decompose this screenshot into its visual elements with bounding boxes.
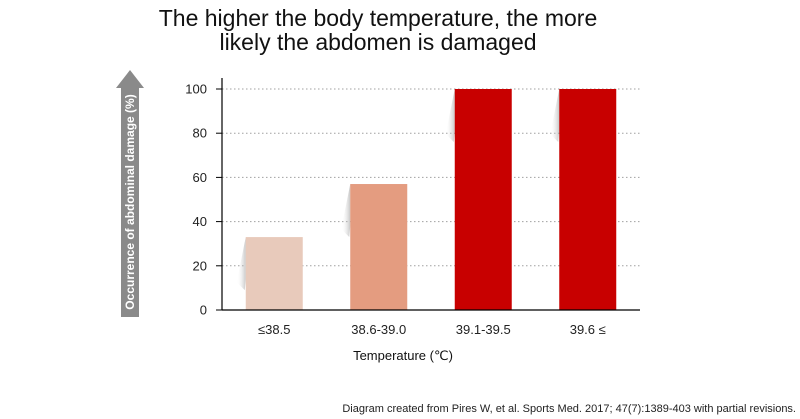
bar xyxy=(454,89,512,310)
x-tick-label: 39.1-39.5 xyxy=(456,322,511,337)
bar-shadow xyxy=(236,237,246,291)
source-note: Diagram created from Pires W, et al. Spo… xyxy=(342,403,796,415)
bar-shadow xyxy=(341,184,351,238)
arrow-up-icon xyxy=(116,70,144,88)
y-tick-label: 60 xyxy=(193,170,207,185)
x-tick-label: 38.6-39.0 xyxy=(351,322,406,337)
bar-shadow xyxy=(445,89,455,142)
y-tick-labels: 0 20 40 60 80 100 xyxy=(185,82,222,318)
bar-shadow xyxy=(550,89,560,142)
y-axis-label-bar xyxy=(121,88,139,317)
bar xyxy=(350,184,408,310)
x-tick-label: ≤38.5 xyxy=(258,322,290,337)
y-tick-label: 100 xyxy=(185,82,207,97)
bar xyxy=(245,237,303,310)
bar xyxy=(559,89,617,310)
y-tick-label: 40 xyxy=(193,214,207,229)
x-tick-label: 39.6 ≤ xyxy=(570,322,606,337)
chart-title-line-1: The higher the body temperature, the mor… xyxy=(159,5,598,31)
y-tick-label: 80 xyxy=(193,126,207,141)
y-tick-label: 0 xyxy=(200,303,207,318)
y-axis-label-arrow: Occurrence of abdominal damage (%) xyxy=(116,70,144,317)
y-tick-label: 20 xyxy=(193,258,207,273)
x-axis-label: Temperature (℃) xyxy=(353,348,453,363)
y-axis-label: Occurrence of abdominal damage (%) xyxy=(123,94,137,309)
x-tick-labels: ≤38.5 38.6-39.0 39.1-39.5 39.6 ≤ xyxy=(258,322,606,337)
bar-shadows xyxy=(236,89,560,291)
chart-title-line-2: likely the abdomen is damaged xyxy=(219,29,536,55)
bars xyxy=(245,89,617,310)
